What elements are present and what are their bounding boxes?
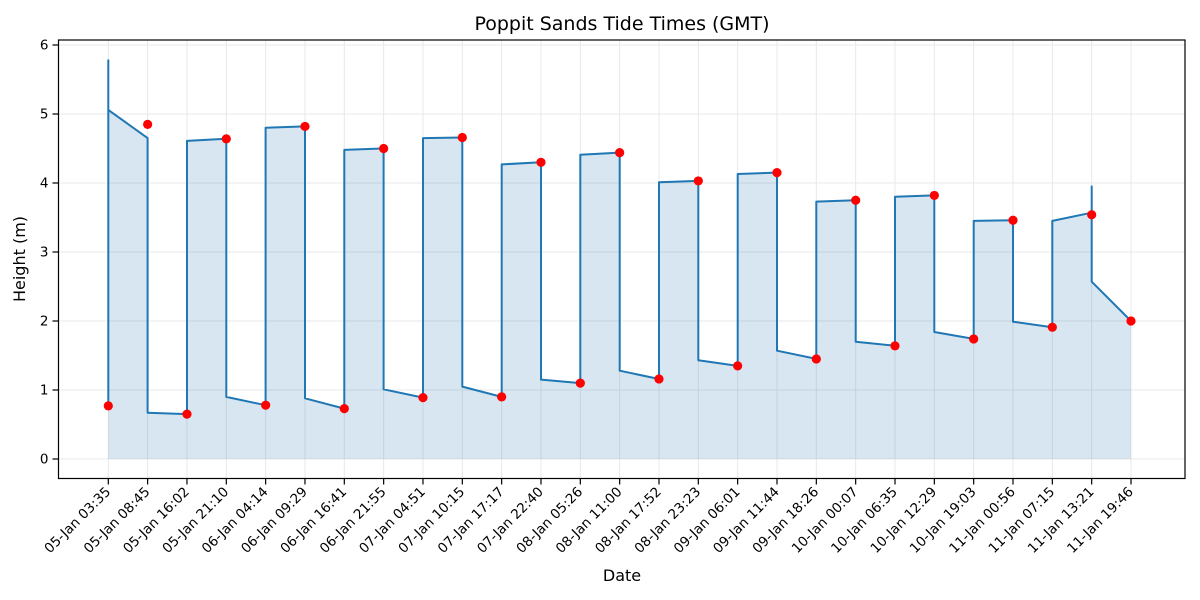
tide-point-dot <box>339 404 349 414</box>
tide-point-dot <box>693 176 703 186</box>
tide-point-dot <box>772 168 782 178</box>
tide-point-dot <box>1087 210 1097 220</box>
tide-point-dot <box>221 134 231 144</box>
tide-point-dot <box>1008 215 1018 225</box>
tide-point-dot <box>615 148 625 158</box>
x-tick-label: 05-Jan 03:35 <box>41 484 114 557</box>
y-tick-label: 6 <box>40 38 49 54</box>
tick-marks <box>52 44 1132 485</box>
y-tick-label: 1 <box>40 383 49 399</box>
y-tick-label: 4 <box>40 176 49 192</box>
tide-point-dot <box>497 392 507 402</box>
y-tick-labels: 0 1 2 3 4 5 6 <box>40 38 49 468</box>
tide-point-dot <box>969 334 979 344</box>
tide-point-dot <box>182 409 192 419</box>
tide-event-markers <box>103 119 1136 419</box>
y-tick-label: 2 <box>40 314 49 330</box>
tide-point-dot <box>1047 322 1057 332</box>
tide-point-dot <box>300 121 310 132</box>
tide-point-dot <box>103 401 113 411</box>
tide-point-dot <box>811 354 821 364</box>
tide-point-dot <box>143 119 153 129</box>
tide-point-dot <box>654 374 664 384</box>
tide-point-dot <box>733 361 743 371</box>
tide-point-dot <box>457 132 467 143</box>
y-tick-label: 3 <box>40 245 49 261</box>
tide-point-dot <box>890 341 900 351</box>
y-tick-label: 0 <box>40 452 49 468</box>
tide-point-dot <box>1126 316 1136 326</box>
tide-point-dot <box>575 378 585 388</box>
y-axis-label: Height (m) <box>10 216 29 302</box>
tide-point-dot <box>536 157 546 167</box>
tide-point-dot <box>851 195 861 205</box>
axes-frame <box>57 39 1186 480</box>
chart-title: Poppit Sands Tide Times (GMT) <box>474 13 769 35</box>
tide-point-dot <box>418 392 428 403</box>
tide-point-dot <box>379 143 389 154</box>
axes-border <box>57 39 1186 480</box>
tide-point-dot <box>929 190 939 201</box>
x-axis-label: Date <box>603 566 641 585</box>
y-tick-label: 5 <box>40 107 49 123</box>
tide-point-dot <box>261 400 271 410</box>
